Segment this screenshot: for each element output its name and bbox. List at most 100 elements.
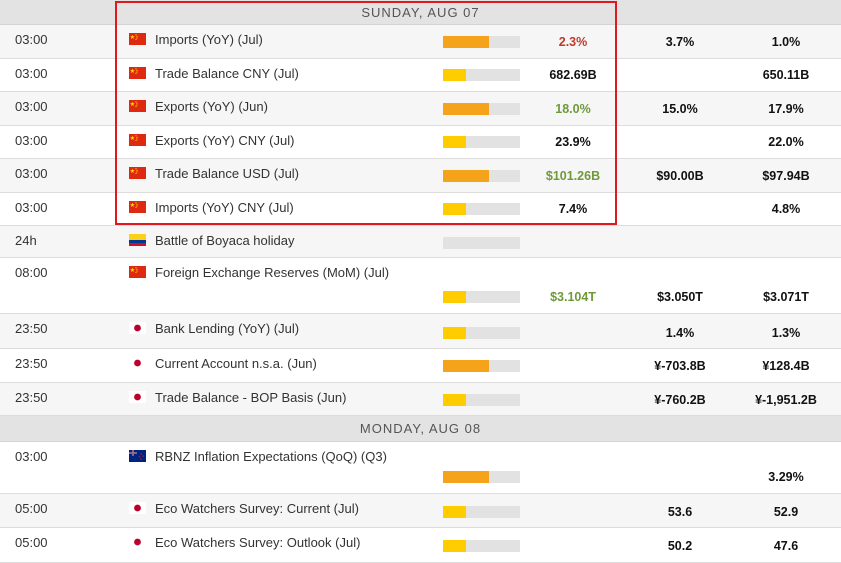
- event-row[interactable]: 03:00 Trade Balance USD (Jul) $101.26B $90.…: [0, 159, 841, 193]
- event-name[interactable]: Eco Watchers Survey: Outlook (Jul): [155, 535, 361, 550]
- event-time: 03:00: [15, 32, 48, 47]
- event-row[interactable]: 03:00 Imports (YoY) CNY (Jul) 7.4% 4.8%: [0, 193, 841, 226]
- actual-value: $101.26B: [545, 169, 601, 183]
- day-header-label: SUNDAY, AUG 07: [361, 5, 480, 20]
- impact-meter: [443, 540, 520, 552]
- event-row[interactable]: 23:50 Bank Lending (YoY) (Jul) 1.4% 1.3%: [0, 314, 841, 349]
- event-name[interactable]: Eco Watchers Survey: Current (Jul): [155, 501, 359, 516]
- colombia-flag-icon: [129, 234, 146, 246]
- event-row[interactable]: 08:00 Foreign Exchange Reserves (MoM) (Ju…: [0, 258, 841, 314]
- day-header-sunday: SUNDAY, AUG 07: [0, 0, 841, 25]
- previous-value: ¥128.4B: [762, 359, 810, 373]
- actual-value: 7.4%: [558, 202, 588, 216]
- event-row[interactable]: 03:00 Exports (YoY) (Jun) 18.0% 15.0% 17.9%: [0, 92, 841, 126]
- impact-meter-fill: [443, 170, 489, 182]
- event-name[interactable]: Exports (YoY) CNY (Jul): [155, 133, 295, 148]
- event-time: 03:00: [15, 66, 48, 81]
- japan-flag-icon: [129, 536, 146, 548]
- event-time: 05:00: [15, 535, 48, 550]
- japan-flag-icon: [129, 502, 146, 514]
- event-row[interactable]: 05:00 Eco Watchers Survey: Outlook (Jul) 5…: [0, 528, 841, 563]
- event-time: 08:00: [15, 265, 48, 280]
- event-name[interactable]: Trade Balance CNY (Jul): [155, 66, 299, 81]
- previous-value: 1.0%: [771, 35, 801, 49]
- previous-value: 650.11B: [762, 68, 810, 82]
- event-name[interactable]: Foreign Exchange Reserves (MoM) (Jul): [155, 265, 390, 280]
- impact-meter: [443, 291, 520, 303]
- event-name[interactable]: Imports (YoY) (Jul): [155, 32, 263, 47]
- impact-meter-fill: [443, 36, 489, 48]
- previous-value: $3.071T: [763, 290, 809, 304]
- consensus-value: 50.2: [667, 539, 693, 553]
- event-row[interactable]: 23:50 Trade Balance - BOP Basis (Jun) ¥-76…: [0, 383, 841, 416]
- japan-flag-icon: [129, 391, 146, 403]
- consensus-value: $90.00B: [656, 169, 704, 183]
- event-name[interactable]: Current Account n.s.a. (Jun): [155, 356, 317, 371]
- impact-meter: [443, 471, 520, 483]
- consensus-value: 53.6: [667, 505, 693, 519]
- actual-value: 2.3%: [558, 35, 588, 49]
- china-flag-icon: [129, 266, 146, 278]
- day-header-monday: MONDAY, AUG 08: [0, 416, 841, 442]
- event-time: 23:50: [15, 321, 48, 336]
- impact-meter: [443, 203, 520, 215]
- event-name[interactable]: Bank Lending (YoY) (Jul): [155, 321, 300, 336]
- event-time: 03:00: [15, 449, 48, 464]
- previous-value: 1.3%: [771, 326, 801, 340]
- impact-meter-fill: [443, 540, 466, 552]
- event-row[interactable]: 03:00 Trade Balance CNY (Jul) 682.69B 650.1…: [0, 59, 841, 92]
- event-row[interactable]: 23:50 Current Account n.s.a. (Jun) ¥-703.8…: [0, 349, 841, 383]
- china-flag-icon: [129, 134, 146, 146]
- impact-meter: [443, 327, 520, 339]
- impact-meter: [443, 36, 520, 48]
- consensus-value: 3.7%: [665, 35, 695, 49]
- event-name[interactable]: Trade Balance USD (Jul): [155, 166, 300, 181]
- previous-value: 52.9: [773, 505, 799, 519]
- impact-meter: [443, 170, 520, 182]
- impact-meter: [443, 69, 520, 81]
- new-zealand-flag-icon: [129, 450, 146, 462]
- consensus-value: $3.050T: [657, 290, 703, 304]
- previous-value: ¥-1,951.2B: [755, 393, 817, 407]
- consensus-value: 15.0%: [662, 102, 698, 116]
- china-flag-icon: [129, 33, 146, 45]
- impact-meter: [443, 394, 520, 406]
- impact-meter: [443, 360, 520, 372]
- event-name[interactable]: RBNZ Inflation Expectations (QoQ) (Q3): [155, 449, 387, 464]
- event-row[interactable]: 24h Battle of Boyaca holiday: [0, 226, 841, 258]
- event-name[interactable]: Imports (YoY) CNY (Jul): [155, 200, 294, 215]
- impact-meter-fill: [443, 506, 466, 518]
- actual-value: 18.0%: [555, 102, 591, 116]
- impact-meter-fill: [443, 327, 466, 339]
- previous-value: 17.9%: [768, 102, 804, 116]
- previous-value: 3.29%: [768, 470, 804, 484]
- event-time: 03:00: [15, 133, 48, 148]
- event-row[interactable]: 03:00 Imports (YoY) (Jul) 2.3% 3.7% 1.0%: [0, 25, 841, 59]
- event-time: 03:00: [15, 99, 48, 114]
- previous-value: 4.8%: [771, 202, 801, 216]
- event-time: 03:00: [15, 200, 48, 215]
- previous-value: 22.0%: [768, 135, 804, 149]
- event-name[interactable]: Trade Balance - BOP Basis (Jun): [155, 390, 347, 405]
- impact-meter: [443, 103, 520, 115]
- day-header-label: MONDAY, AUG 08: [359, 421, 482, 436]
- china-flag-icon: [129, 67, 146, 79]
- impact-meter-fill: [443, 360, 489, 372]
- consensus-value: ¥-703.8B: [654, 359, 706, 373]
- event-time: 23:50: [15, 390, 48, 405]
- china-flag-icon: [129, 201, 146, 213]
- event-time: 05:00: [15, 501, 48, 516]
- china-flag-icon: [129, 100, 146, 112]
- event-row[interactable]: 05:00 Eco Watchers Survey: Current (Jul) 5…: [0, 494, 841, 528]
- actual-value: 23.9%: [555, 135, 591, 149]
- japan-flag-icon: [129, 357, 146, 369]
- actual-value: 682.69B: [549, 68, 597, 82]
- previous-value: $97.94B: [762, 169, 810, 183]
- event-name[interactable]: Exports (YoY) (Jun): [155, 99, 268, 114]
- event-row[interactable]: 03:00 RBNZ Inflation Expectations (QoQ) (…: [0, 442, 841, 494]
- impact-meter-fill: [443, 394, 466, 406]
- consensus-value: ¥-760.2B: [654, 393, 706, 407]
- event-name[interactable]: Battle of Boyaca holiday: [155, 233, 295, 248]
- event-row[interactable]: 03:00 Exports (YoY) CNY (Jul) 23.9% 22.0%: [0, 126, 841, 159]
- event-time: 23:50: [15, 356, 48, 371]
